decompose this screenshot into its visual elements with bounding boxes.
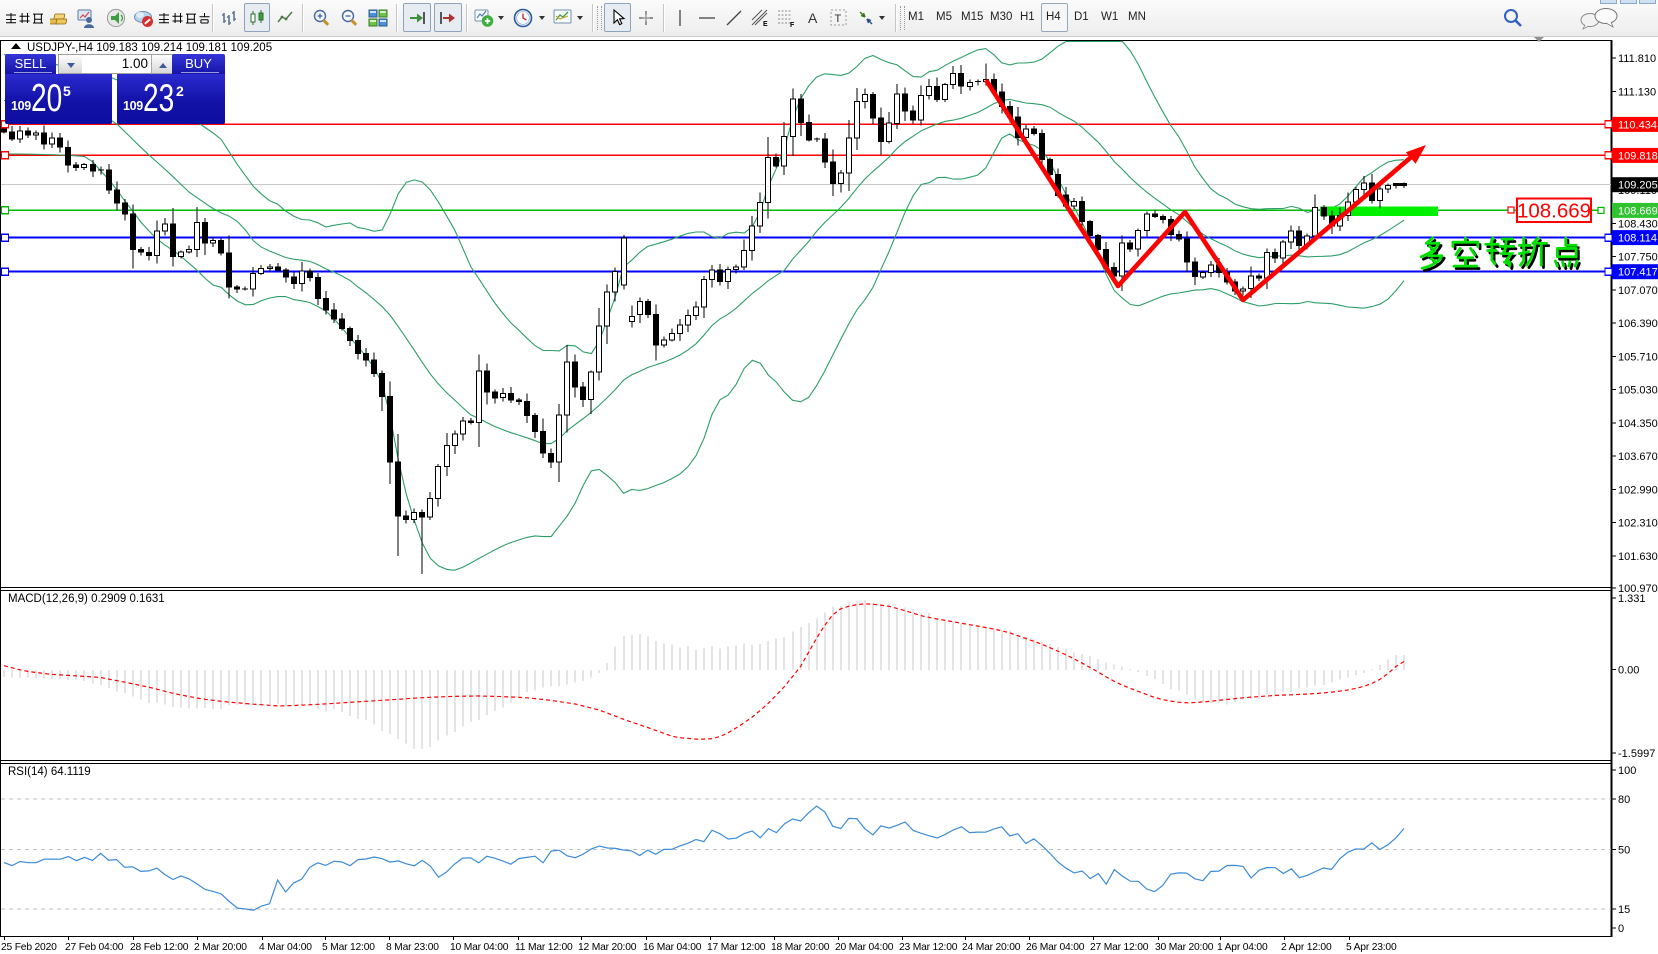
svg-text:107.070: 107.070 xyxy=(1618,285,1658,297)
svg-text:5 Apr 23:00: 5 Apr 23:00 xyxy=(1346,942,1397,953)
svg-text:16 Mar 04:00: 16 Mar 04:00 xyxy=(643,942,702,953)
svg-text:20 Mar 04:00: 20 Mar 04:00 xyxy=(835,942,894,953)
svg-text:110.434: 110.434 xyxy=(1618,119,1657,131)
svg-text:1.331: 1.331 xyxy=(1618,593,1646,605)
svg-text:109.818: 109.818 xyxy=(1618,150,1658,162)
svg-text:2 Apr 12:00: 2 Apr 12:00 xyxy=(1281,942,1332,953)
svg-text:10 Mar 04:00: 10 Mar 04:00 xyxy=(450,942,509,953)
svg-text:102.310: 102.310 xyxy=(1618,518,1658,530)
svg-text:30 Mar 20:00: 30 Mar 20:00 xyxy=(1155,942,1214,953)
svg-text:111.130: 111.130 xyxy=(1618,86,1656,98)
svg-text:-1.5997: -1.5997 xyxy=(1618,748,1655,760)
svg-text:50: 50 xyxy=(1618,845,1630,857)
svg-text:12 Mar 20:00: 12 Mar 20:00 xyxy=(578,942,637,953)
svg-text:100.970: 100.970 xyxy=(1618,583,1658,595)
svg-text:18 Mar 20:00: 18 Mar 20:00 xyxy=(771,942,830,953)
svg-text:108.669: 108.669 xyxy=(1618,205,1658,217)
svg-text:11 Mar 12:00: 11 Mar 12:00 xyxy=(515,942,573,953)
svg-text:105.710: 105.710 xyxy=(1618,351,1658,363)
svg-text:102.990: 102.990 xyxy=(1618,484,1658,496)
svg-text:F: F xyxy=(790,22,795,28)
svg-text:USDJPY-,H4 109.183 109.214 10: USDJPY-,H4 109.183 109.214 109.181 109.2… xyxy=(27,42,272,54)
svg-text:24 Mar 20:00: 24 Mar 20:00 xyxy=(962,942,1021,953)
svg-text:103.670: 103.670 xyxy=(1618,451,1658,463)
svg-text:107.417: 107.417 xyxy=(1618,267,1658,279)
svg-text:RSI(14) 64.1119: RSI(14) 64.1119 xyxy=(8,766,91,778)
svg-text:100: 100 xyxy=(1618,765,1636,777)
svg-text:15: 15 xyxy=(1618,904,1630,916)
svg-text:4 Mar 04:00: 4 Mar 04:00 xyxy=(259,942,312,953)
svg-text:101.630: 101.630 xyxy=(1618,551,1658,563)
svg-text:80: 80 xyxy=(1618,794,1630,806)
svg-text:T: T xyxy=(835,13,842,25)
svg-text:17 Mar 12:00: 17 Mar 12:00 xyxy=(707,942,766,953)
svg-text:108.430: 108.430 xyxy=(1618,218,1658,230)
svg-text:111.810: 111.810 xyxy=(1618,53,1656,65)
svg-text:5 Mar 12:00: 5 Mar 12:00 xyxy=(322,942,375,953)
svg-text:MACD(12,26,9) 0.2909 0.1631: MACD(12,26,9) 0.2909 0.1631 xyxy=(8,593,165,605)
svg-text:104.350: 104.350 xyxy=(1618,418,1658,430)
svg-text:27 Feb 04:00: 27 Feb 04:00 xyxy=(65,942,124,953)
svg-text:107.750: 107.750 xyxy=(1618,252,1658,264)
svg-text:23 Mar 12:00: 23 Mar 12:00 xyxy=(899,942,958,953)
svg-text:105.030: 105.030 xyxy=(1618,385,1658,397)
svg-text:26 Mar 04:00: 26 Mar 04:00 xyxy=(1026,942,1085,953)
svg-text:28 Feb 12:00: 28 Feb 12:00 xyxy=(130,942,189,953)
svg-text:8 Mar 23:00: 8 Mar 23:00 xyxy=(386,942,439,953)
svg-text:1 Apr 04:00: 1 Apr 04:00 xyxy=(1217,942,1268,953)
svg-text:27 Mar 12:00: 27 Mar 12:00 xyxy=(1090,942,1149,953)
svg-text:106.390: 106.390 xyxy=(1618,318,1658,330)
svg-text:2 Mar 20:00: 2 Mar 20:00 xyxy=(194,942,247,953)
svg-text:E: E xyxy=(763,21,768,28)
svg-text:0: 0 xyxy=(1618,923,1624,935)
svg-text:A: A xyxy=(808,10,818,26)
svg-text:108.114: 108.114 xyxy=(1618,233,1657,245)
svg-text:109.205: 109.205 xyxy=(1618,180,1658,192)
svg-text:25 Feb 2020: 25 Feb 2020 xyxy=(1,942,57,953)
svg-text:108.669: 108.669 xyxy=(1517,200,1591,223)
svg-text:0.00: 0.00 xyxy=(1618,665,1639,677)
